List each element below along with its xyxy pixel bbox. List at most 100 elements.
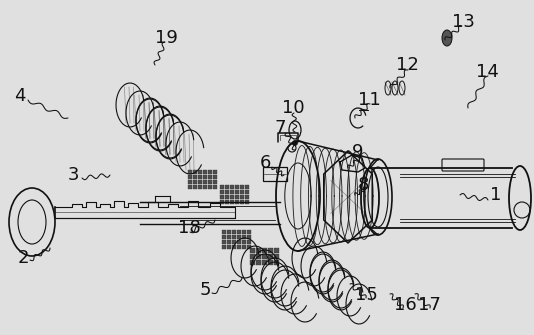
Polygon shape <box>208 170 212 174</box>
Polygon shape <box>237 240 241 244</box>
Polygon shape <box>222 235 226 239</box>
Text: 9: 9 <box>352 143 364 161</box>
Text: 6: 6 <box>260 154 271 172</box>
Polygon shape <box>208 175 212 179</box>
Polygon shape <box>242 245 246 249</box>
Polygon shape <box>213 180 217 184</box>
Polygon shape <box>237 245 241 249</box>
Polygon shape <box>198 175 202 179</box>
Polygon shape <box>213 185 217 189</box>
Polygon shape <box>222 230 226 234</box>
Polygon shape <box>256 254 261 259</box>
Polygon shape <box>256 260 261 265</box>
Polygon shape <box>247 230 251 234</box>
Polygon shape <box>247 235 251 239</box>
Polygon shape <box>213 170 217 174</box>
Polygon shape <box>213 175 217 179</box>
Polygon shape <box>268 254 273 259</box>
Text: 19: 19 <box>155 29 178 47</box>
Polygon shape <box>193 170 197 174</box>
Polygon shape <box>232 245 236 249</box>
Polygon shape <box>235 200 239 204</box>
Text: 14: 14 <box>476 63 499 81</box>
Polygon shape <box>235 195 239 199</box>
Text: 11: 11 <box>358 91 381 109</box>
Polygon shape <box>208 180 212 184</box>
Polygon shape <box>262 248 267 253</box>
Polygon shape <box>227 235 231 239</box>
Polygon shape <box>240 200 244 204</box>
Polygon shape <box>247 240 251 244</box>
Polygon shape <box>245 190 249 194</box>
Text: 7: 7 <box>274 119 286 137</box>
Polygon shape <box>193 175 197 179</box>
Polygon shape <box>193 180 197 184</box>
Polygon shape <box>250 248 255 253</box>
Polygon shape <box>268 248 273 253</box>
Polygon shape <box>235 190 239 194</box>
Circle shape <box>293 140 297 145</box>
Polygon shape <box>235 185 239 189</box>
Polygon shape <box>220 190 224 194</box>
Polygon shape <box>227 245 231 249</box>
Polygon shape <box>230 200 234 204</box>
Polygon shape <box>274 248 279 253</box>
Text: 15: 15 <box>355 286 378 304</box>
Polygon shape <box>240 195 244 199</box>
Text: 16: 16 <box>394 296 417 314</box>
Polygon shape <box>220 185 224 189</box>
Polygon shape <box>250 260 255 265</box>
Polygon shape <box>232 235 236 239</box>
Polygon shape <box>227 240 231 244</box>
Polygon shape <box>240 190 244 194</box>
Polygon shape <box>188 185 192 189</box>
Polygon shape <box>198 170 202 174</box>
Text: 3: 3 <box>68 166 80 184</box>
Ellipse shape <box>442 30 452 46</box>
Text: 17: 17 <box>418 296 441 314</box>
Polygon shape <box>225 200 229 204</box>
Polygon shape <box>203 185 207 189</box>
Polygon shape <box>230 195 234 199</box>
Polygon shape <box>203 175 207 179</box>
Polygon shape <box>225 185 229 189</box>
Polygon shape <box>222 245 226 249</box>
Polygon shape <box>274 260 279 265</box>
Polygon shape <box>225 195 229 199</box>
Polygon shape <box>247 245 251 249</box>
Text: 2: 2 <box>18 249 29 267</box>
Polygon shape <box>227 230 231 234</box>
Polygon shape <box>203 170 207 174</box>
Polygon shape <box>188 180 192 184</box>
Polygon shape <box>245 185 249 189</box>
Polygon shape <box>256 248 261 253</box>
Polygon shape <box>262 254 267 259</box>
Text: 1: 1 <box>490 186 501 204</box>
Polygon shape <box>230 185 234 189</box>
Polygon shape <box>237 230 241 234</box>
Polygon shape <box>220 200 224 204</box>
Polygon shape <box>274 254 279 259</box>
Polygon shape <box>240 185 244 189</box>
Text: 10: 10 <box>282 99 304 117</box>
Polygon shape <box>225 190 229 194</box>
Polygon shape <box>203 180 207 184</box>
Polygon shape <box>232 230 236 234</box>
Polygon shape <box>268 260 273 265</box>
Polygon shape <box>198 185 202 189</box>
Polygon shape <box>245 200 249 204</box>
Polygon shape <box>242 230 246 234</box>
Text: 12: 12 <box>396 56 419 74</box>
Polygon shape <box>188 170 192 174</box>
Polygon shape <box>232 240 236 244</box>
Polygon shape <box>220 195 224 199</box>
Polygon shape <box>208 185 212 189</box>
Polygon shape <box>250 254 255 259</box>
Text: 8: 8 <box>358 176 370 194</box>
Polygon shape <box>245 195 249 199</box>
Polygon shape <box>242 235 246 239</box>
Text: 13: 13 <box>452 13 475 31</box>
Polygon shape <box>198 180 202 184</box>
Polygon shape <box>193 185 197 189</box>
Text: 18: 18 <box>178 219 201 237</box>
